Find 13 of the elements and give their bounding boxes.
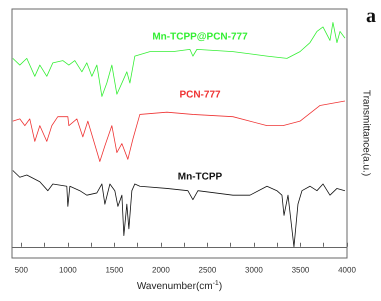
x-tick-label: 500 bbox=[14, 266, 29, 274]
x-tick-label: 4000 bbox=[338, 266, 356, 274]
x-tick-label: 1000 bbox=[58, 266, 78, 274]
x-tick-label: 1500 bbox=[105, 266, 124, 274]
x-tick-label: 3000 bbox=[245, 266, 264, 274]
x-tick-label: 2500 bbox=[198, 266, 217, 274]
series-label: Mn-TCPP bbox=[178, 172, 223, 182]
x-tick-label: 3500 bbox=[292, 266, 310, 274]
series-label: Mn-TCPP@PCN-777 bbox=[152, 32, 248, 42]
x-tick-label: 2000 bbox=[152, 266, 170, 274]
y-axis-title: Transmittance(a.u.) bbox=[360, 90, 372, 176]
text: a bbox=[366, 5, 376, 27]
series-label: PCN-777 bbox=[179, 90, 221, 100]
